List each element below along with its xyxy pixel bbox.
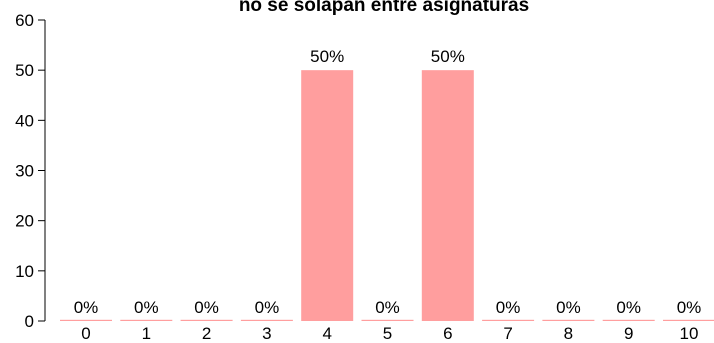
data-label: 0% [677, 298, 702, 317]
x-tick-label: 2 [202, 324, 211, 343]
bar [301, 70, 354, 322]
bar [663, 319, 714, 321]
x-tick-label: 4 [322, 324, 331, 343]
bar [240, 319, 293, 321]
bar [602, 319, 655, 321]
y-tick-label: 0 [25, 312, 34, 331]
y-tick-label: 40 [15, 111, 34, 130]
bar [421, 70, 474, 322]
y-axis: 0 10 20 30 40 50 60 [15, 11, 46, 331]
bar [180, 319, 233, 321]
x-tick-label: 6 [443, 324, 452, 343]
data-label: 0% [255, 298, 280, 317]
data-label: 0% [194, 298, 219, 317]
y-tick-label: 50 [15, 61, 34, 80]
x-tick-label: 3 [262, 324, 271, 343]
bar [482, 319, 535, 321]
data-label: 0% [134, 298, 159, 317]
x-tick-label: 10 [680, 324, 699, 343]
bar [361, 319, 414, 321]
y-tick-label: 30 [15, 162, 34, 181]
bar [60, 319, 112, 321]
data-label: 0% [375, 298, 400, 317]
y-tick-label: 60 [15, 11, 34, 30]
data-label: 0% [496, 298, 521, 317]
data-label: 0% [616, 298, 641, 317]
data-label: 0% [74, 298, 99, 317]
x-tick-labels: 0 1 2 3 4 5 6 7 8 9 10 [81, 324, 698, 343]
x-tick-label: 5 [383, 324, 392, 343]
x-tick-label: 9 [624, 324, 633, 343]
chart-title: no se solapan entre asignaturas [239, 0, 529, 16]
data-label: 0% [556, 298, 581, 317]
bars [60, 70, 714, 322]
data-label: 50% [310, 47, 344, 66]
x-tick-label: 7 [503, 324, 512, 343]
x-tick-label: 0 [81, 324, 90, 343]
x-tick-label: 8 [564, 324, 573, 343]
y-tick-label: 20 [15, 212, 34, 231]
data-labels: 0% 0% 0% 0% 50% 0% 50% 0% 0% 0% 0% [74, 47, 702, 317]
y-tick-label: 10 [15, 262, 34, 281]
bar [120, 319, 173, 321]
bar [542, 319, 595, 321]
data-label: 50% [431, 47, 465, 66]
x-tick-label: 1 [142, 324, 151, 343]
